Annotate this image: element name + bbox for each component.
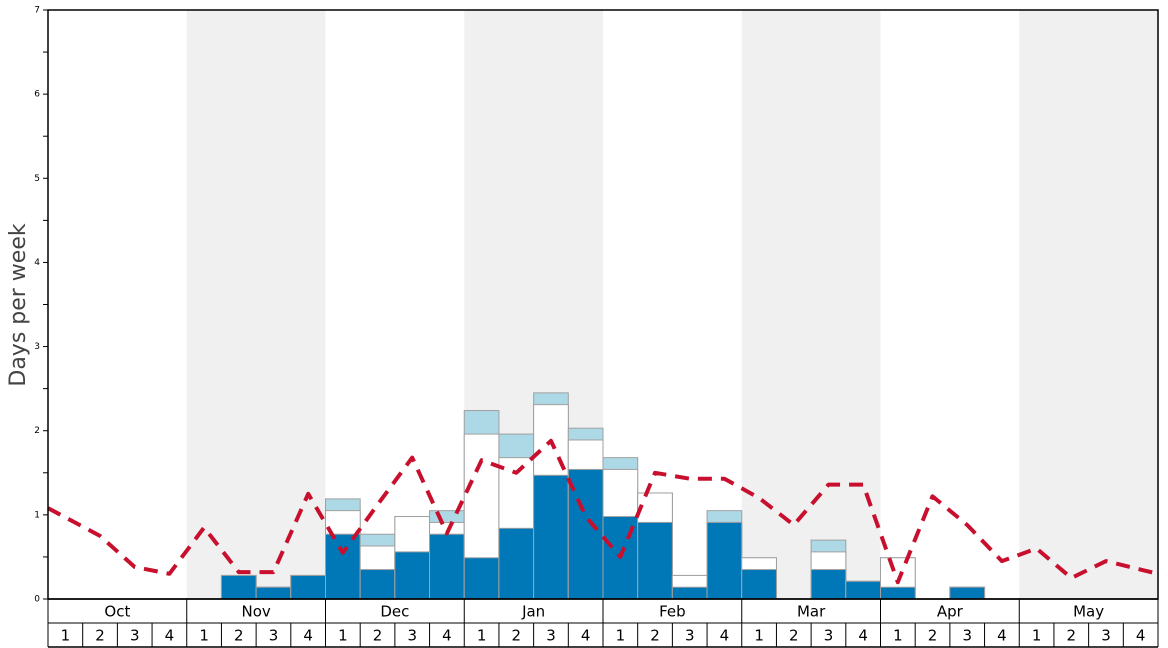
week-label: 4 — [858, 627, 868, 645]
y-tick-label: 5 — [34, 174, 40, 184]
bar-dark-segment — [255, 586, 292, 600]
month-shading — [186, 10, 1158, 599]
month-shade-nov — [186, 10, 326, 599]
week-label: 3 — [685, 627, 695, 645]
y-tick-label: 7 — [34, 6, 40, 16]
bar-dark-segment — [290, 574, 326, 600]
week-label: 2 — [789, 627, 799, 645]
week-label: 3 — [824, 627, 834, 645]
y-tick-label: 6 — [34, 90, 40, 100]
y-axis: 0 1 2 3 4 5 6 7 — [34, 6, 48, 605]
week-axis: 1 2 3 4 1 2 3 4 1 2 3 4 1 2 3 4 1 2 3 4 1 2 3 4 1 2 3 4 1 2 3 4 — [47, 623, 1159, 648]
bar-dark-segment — [706, 521, 743, 600]
week-label: 2 — [234, 627, 244, 645]
bar-dark-segment — [359, 569, 396, 600]
week-label: 2 — [928, 627, 938, 645]
month-label-jan: Jan — [521, 603, 545, 621]
bar-layer — [220, 392, 986, 600]
week-label: 3 — [1101, 627, 1111, 645]
month-label-feb: Feb — [659, 603, 686, 621]
bar-dark-segment — [498, 527, 535, 600]
bar-dark-segment — [671, 586, 708, 600]
average-line — [47, 438, 1159, 585]
y-axis-label: Days per week — [6, 223, 31, 386]
bar-dark-segment — [429, 533, 465, 600]
month-shade-mar — [741, 10, 881, 599]
y-tick-label: 2 — [34, 426, 40, 436]
week-label: 3 — [962, 627, 972, 645]
month-label-oct: Oct — [104, 603, 130, 621]
month-label-may: May — [1073, 603, 1104, 621]
week-label: 1 — [338, 627, 348, 645]
week-label: 4 — [165, 627, 175, 645]
month-label-nov: Nov — [241, 603, 270, 621]
week-label: 2 — [95, 627, 105, 645]
y-tick-label: 4 — [34, 258, 40, 268]
bar-dark-segment — [325, 533, 361, 600]
week-label: 2 — [650, 627, 660, 645]
week-label: 1 — [1032, 627, 1042, 645]
bar-dark-segment — [845, 580, 881, 600]
week-label: 4 — [303, 627, 313, 645]
week-label: 4 — [720, 627, 730, 645]
bar-dark-segment — [949, 586, 986, 600]
week-label: 1 — [61, 627, 71, 645]
bar-dark-segment — [810, 569, 847, 600]
week-label: 2 — [373, 627, 383, 645]
week-label: 4 — [997, 627, 1007, 645]
month-label-mar: Mar — [797, 603, 826, 621]
month-axis: Oct Nov Dec Jan Feb Mar Apr May — [47, 598, 1159, 624]
bar-dark-segment — [533, 474, 569, 600]
week-label: 3 — [130, 627, 140, 645]
week-label: 4 — [442, 627, 452, 645]
bar-dark-segment — [394, 551, 431, 600]
week-label: 1 — [477, 627, 487, 645]
y-tick-label: 0 — [34, 595, 40, 605]
y-tick-label: 3 — [34, 342, 40, 352]
month-shade-may — [1019, 10, 1158, 599]
week-label: 2 — [512, 627, 522, 645]
week-label: 1 — [199, 627, 209, 645]
week-label: 3 — [269, 627, 279, 645]
plot-frame — [47, 9, 1159, 600]
week-label: 4 — [1136, 627, 1146, 645]
week-label: 1 — [754, 627, 764, 645]
bar-dark-segment — [637, 521, 673, 600]
bar-dark-segment — [880, 586, 916, 600]
week-label: 3 — [546, 627, 556, 645]
line-layer — [47, 438, 1159, 585]
week-label: 4 — [581, 627, 591, 645]
week-label: 3 — [407, 627, 417, 645]
week-label: 1 — [616, 627, 626, 645]
bar-dark-segment — [463, 557, 500, 600]
month-label-apr: Apr — [937, 603, 964, 621]
bar-dark-segment — [220, 574, 257, 600]
week-label: 1 — [893, 627, 903, 645]
month-label-dec: Dec — [380, 603, 409, 621]
y-tick-label: 1 — [34, 510, 40, 520]
bar-dark-segment — [567, 468, 604, 600]
bar-dark-segment — [741, 569, 777, 600]
week-label: 2 — [1067, 627, 1077, 645]
